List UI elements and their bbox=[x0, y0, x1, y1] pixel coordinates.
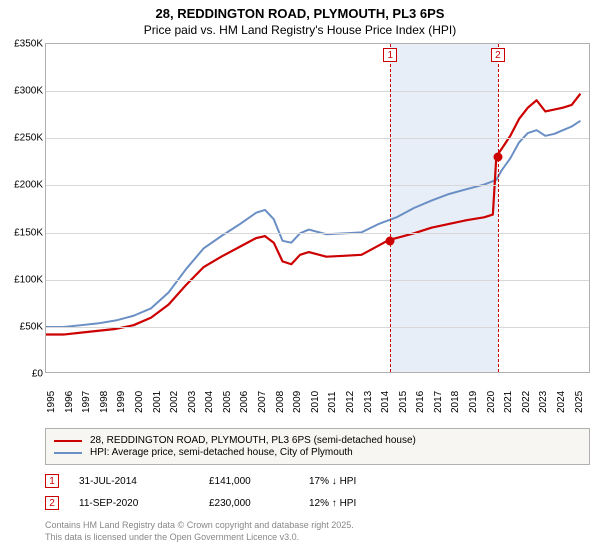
legend-label: 28, REDDINGTON ROAD, PLYMOUTH, PL3 6PS (… bbox=[90, 435, 416, 446]
legend-swatch bbox=[54, 440, 82, 442]
sale-marker-line bbox=[390, 44, 391, 372]
ytick-label: £150K bbox=[1, 227, 43, 238]
sale-marker-dot bbox=[493, 153, 502, 162]
sale-row-date: 31-JUL-2014 bbox=[79, 476, 209, 487]
sale-marker-dot bbox=[386, 237, 395, 246]
gridline-h bbox=[46, 327, 589, 328]
xtick-label: 2008 bbox=[275, 391, 286, 413]
ytick-label: £100K bbox=[1, 274, 43, 285]
xtick-label: 2007 bbox=[257, 391, 268, 413]
sale-row-badge: 1 bbox=[45, 474, 59, 488]
xtick-label: 2018 bbox=[450, 391, 461, 413]
legend-box: 28, REDDINGTON ROAD, PLYMOUTH, PL3 6PS (… bbox=[45, 428, 590, 465]
ytick-label: £0 bbox=[1, 369, 43, 380]
legend-item: HPI: Average price, semi-detached house,… bbox=[54, 447, 581, 458]
footer-attribution: Contains HM Land Registry data © Crown c… bbox=[45, 520, 590, 543]
title-block: 28, REDDINGTON ROAD, PLYMOUTH, PL3 6PS P… bbox=[0, 0, 600, 41]
xtick-label: 1999 bbox=[116, 391, 127, 413]
legend-item: 28, REDDINGTON ROAD, PLYMOUTH, PL3 6PS (… bbox=[54, 435, 581, 446]
chart-subtitle: Price paid vs. HM Land Registry's House … bbox=[0, 23, 600, 37]
series-price_paid bbox=[46, 94, 580, 335]
sale-row-price: £141,000 bbox=[209, 476, 309, 487]
xtick-label: 2025 bbox=[574, 391, 585, 413]
sale-row-date: 11-SEP-2020 bbox=[79, 498, 209, 509]
xtick-label: 2019 bbox=[468, 391, 479, 413]
xtick-label: 2006 bbox=[239, 391, 250, 413]
xtick-label: 2005 bbox=[222, 391, 233, 413]
ytick-label: £300K bbox=[1, 86, 43, 97]
xtick-label: 2024 bbox=[556, 391, 567, 413]
xtick-label: 2014 bbox=[380, 391, 391, 413]
gridline-h bbox=[46, 233, 589, 234]
xtick-label: 1996 bbox=[64, 391, 75, 413]
xtick-label: 1995 bbox=[46, 391, 57, 413]
xtick-label: 2003 bbox=[187, 391, 198, 413]
xtick-label: 1998 bbox=[99, 391, 110, 413]
plot-area: £0£50K£100K£150K£200K£250K£300K£350K1995… bbox=[45, 43, 590, 373]
xtick-label: 2012 bbox=[345, 391, 356, 413]
xtick-label: 2023 bbox=[538, 391, 549, 413]
footer-line-2: This data is licensed under the Open Gov… bbox=[45, 532, 590, 544]
xtick-label: 2000 bbox=[134, 391, 145, 413]
xtick-label: 2016 bbox=[415, 391, 426, 413]
sale-marker-badge: 2 bbox=[491, 48, 505, 62]
gridline-h bbox=[46, 91, 589, 92]
xtick-label: 2004 bbox=[204, 391, 215, 413]
sales-table: 1 31-JUL-2014£141,00017% ↓ HPI 2 11-SEP-202… bbox=[45, 470, 590, 514]
xtick-label: 2002 bbox=[169, 391, 180, 413]
xtick-label: 2021 bbox=[503, 391, 514, 413]
gridline-h bbox=[46, 280, 589, 281]
gridline-h bbox=[46, 138, 589, 139]
xtick-label: 2017 bbox=[433, 391, 444, 413]
xtick-label: 2011 bbox=[327, 391, 338, 413]
xtick-label: 2013 bbox=[363, 391, 374, 413]
line-series-svg bbox=[46, 44, 589, 372]
sale-row: 1 31-JUL-2014£141,00017% ↓ HPI bbox=[45, 470, 590, 492]
legend-swatch bbox=[54, 452, 82, 454]
ytick-label: £250K bbox=[1, 133, 43, 144]
legend-label: HPI: Average price, semi-detached house,… bbox=[90, 447, 353, 458]
sale-row-badge: 2 bbox=[45, 496, 59, 510]
xtick-label: 2015 bbox=[398, 391, 409, 413]
sale-row: 2 11-SEP-2020£230,00012% ↑ HPI bbox=[45, 492, 590, 514]
xtick-label: 1997 bbox=[81, 391, 92, 413]
ytick-label: £350K bbox=[1, 39, 43, 50]
chart-area: £0 £50K £100K £150K £200K £250K £300K £350K 1995… bbox=[0, 38, 600, 418]
gridline-h bbox=[46, 185, 589, 186]
sale-row-diff: 12% ↑ HPI bbox=[309, 498, 429, 509]
sale-marker-line bbox=[498, 44, 499, 372]
xtick-label: 2020 bbox=[486, 391, 497, 413]
xtick-label: 2009 bbox=[292, 391, 303, 413]
footer-line-1: Contains HM Land Registry data © Crown c… bbox=[45, 520, 590, 532]
xtick-label: 2001 bbox=[152, 391, 163, 413]
xtick-label: 2022 bbox=[521, 391, 532, 413]
xtick-label: 2010 bbox=[310, 391, 321, 413]
sale-row-diff: 17% ↓ HPI bbox=[309, 476, 429, 487]
ytick-label: £50K bbox=[1, 321, 43, 332]
sale-row-price: £230,000 bbox=[209, 498, 309, 509]
sale-marker-badge: 1 bbox=[383, 48, 397, 62]
ytick-label: £200K bbox=[1, 180, 43, 191]
chart-title: 28, REDDINGTON ROAD, PLYMOUTH, PL3 6PS bbox=[0, 6, 600, 21]
